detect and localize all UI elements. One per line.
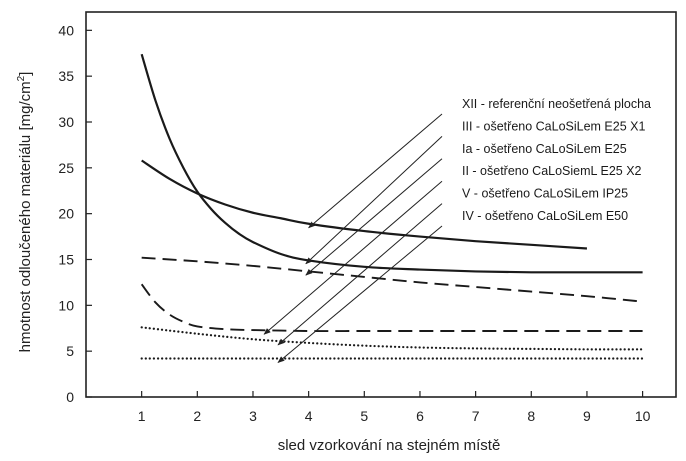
legend-arrows xyxy=(263,113,443,363)
legend-arrow xyxy=(308,113,443,229)
x-tick-label: 9 xyxy=(583,408,591,424)
x-axis-title: sled vzorkování na stejném místě xyxy=(278,437,501,454)
y-tick-label: 20 xyxy=(58,206,74,222)
y-tick-label: 10 xyxy=(58,297,74,313)
legend-label: XII - referenční neošetřená plocha xyxy=(462,97,651,111)
x-tick-label: 8 xyxy=(527,408,535,424)
legend-arrow xyxy=(277,225,443,363)
y-tick-label: 35 xyxy=(58,68,74,84)
x-tick-label: 6 xyxy=(416,408,424,424)
y-tick-label: 5 xyxy=(66,343,74,359)
x-tick-label: 4 xyxy=(305,408,313,424)
series-line xyxy=(141,159,588,250)
y-axis-title: hmotnost odloučeného materiálu [mg/cm2] xyxy=(16,72,34,353)
y-axis-title-superscript: 2 xyxy=(16,75,27,81)
x-tick-label: 10 xyxy=(635,408,651,424)
legend-arrow xyxy=(263,180,443,335)
axis-ticks: 1 2 3 4 5 6 7 8 9 10 0 5 10 15 20 25 30 35 40 xyxy=(58,22,650,424)
legend-label: IV - ošetřeno CaLoSiLem E50 xyxy=(462,209,628,223)
series-line xyxy=(140,283,643,332)
plot-frame xyxy=(85,11,677,398)
legend: XII - referenční neošetřená plocha III - … xyxy=(462,97,651,223)
x-tick-label: 1 xyxy=(138,408,146,424)
x-tick-label: 7 xyxy=(472,408,480,424)
legend-arrow xyxy=(305,136,443,265)
y-tick-label: 30 xyxy=(58,114,74,130)
series-line xyxy=(140,53,643,274)
legend-label: Ia - ošetřeno CaLoSiLem E25 xyxy=(462,142,627,156)
y-axis-title-suffix: ] xyxy=(17,72,34,76)
y-tick-label: 15 xyxy=(58,252,74,268)
legend-label: V - ošetřeno CaLoSiLem IP25 xyxy=(462,187,628,201)
legend-label: III - ošetřeno CaLoSiLem E25 X1 xyxy=(462,119,645,133)
x-tick-label: 2 xyxy=(193,408,201,424)
y-axis-title-main: hmotnost odloučeného materiálu [mg/cm xyxy=(17,81,34,352)
x-tick-label: 5 xyxy=(360,408,368,424)
y-tick-label: 0 xyxy=(66,389,74,405)
y-tick-label: 40 xyxy=(58,22,74,38)
data-series xyxy=(140,53,644,360)
legend-arrow xyxy=(277,203,443,346)
series-line xyxy=(140,326,644,351)
x-tick-label: 3 xyxy=(249,408,257,424)
legend-label: II - ošetřeno CaLoSiemL E25 X2 xyxy=(462,164,642,178)
legend-arrow xyxy=(305,158,443,276)
y-tick-label: 25 xyxy=(58,160,74,176)
